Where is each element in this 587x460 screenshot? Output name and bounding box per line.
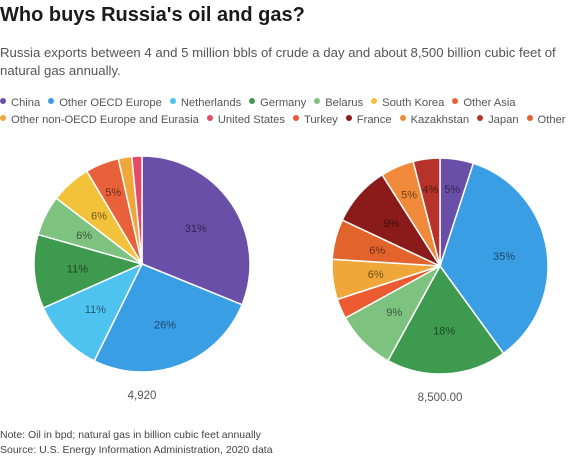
slice-label: 11% [85,304,106,316]
legend-label: Turkey [303,114,338,126]
legend-label: Japan [488,114,519,126]
slice-label: 26% [154,320,176,332]
legend-swatch [206,115,213,121]
legend-label: Belarus [325,97,364,109]
slice-label: 4% [422,184,438,196]
legend-item: Other OECD Europe [48,95,162,112]
legend-item: Kazakhstan [399,112,470,129]
legend-item: France [345,112,392,129]
slice-label: 11% [67,264,88,276]
legend-swatch [0,115,6,121]
slice-label: 9% [383,218,399,230]
slice-label: 35% [493,251,515,263]
slice-label: 31% [185,223,207,235]
legend-swatch [169,98,176,104]
slice-label: 6% [368,269,384,281]
legend-item: Other [526,112,566,129]
legend-label: Other non-OECD Europe and Eurasia [11,114,199,126]
legend-item: Other non-OECD Europe and Eurasia [0,112,199,129]
slice-label: 6% [369,245,385,257]
pie-slice [386,264,505,375]
pie-slice [141,155,251,306]
slice-label: 5% [444,184,460,196]
legend-swatch [526,115,533,121]
legend-swatch [345,115,352,121]
pie-slice [439,162,549,355]
legend-label: Other Asia [463,97,516,109]
slice-label: 5% [105,187,121,199]
legend-item: China [0,95,40,112]
legend-item: Netherlands [169,95,242,112]
slice-label: 5% [401,190,417,202]
legend-label: United States [217,114,285,126]
legend-swatch [249,98,256,104]
oil-pie-chart: 31% 26% 11% 11% 6% 6% 5% 4,920 [33,155,251,402]
legend-item: Germany [249,95,306,112]
pie-slice [93,263,243,373]
legend-label: Other [537,114,566,126]
legend-label: Netherlands [180,97,242,109]
legend-item: Belarus [314,95,363,112]
legend-item: United States [206,112,285,129]
slice-label: 9% [386,307,402,319]
legend-swatch [314,98,321,104]
legend-item: Other Asia [452,95,516,112]
slice-label: 6% [76,230,92,242]
legend-swatch [399,115,406,121]
legend-item: Turkey [292,112,338,129]
pie-slice [412,157,441,267]
pie-total-label: 8,500.00 [418,392,463,404]
legend-label: Germany [260,97,307,109]
pie-slice [33,233,145,309]
legend: China Other OECD Europe Netherlands Germany… [0,95,585,129]
legend-label: South Korea [382,97,445,109]
legend-item: Japan [477,112,519,129]
legend-swatch [371,98,378,104]
legend-swatch [48,98,55,104]
legend-label: Kazakhstan [410,114,470,126]
legend-item: South Korea [371,95,444,112]
slice-label: 6% [91,211,107,223]
legend-swatch [0,98,6,104]
slice-label: 18% [433,326,455,338]
gas-pie-chart: 5% 35% 18% 9% 6% 6% 9% 5% 4% 8,500.00 [331,157,549,404]
pie-total-label: 4,920 [128,390,157,402]
legend-label: France [356,114,392,126]
legend-swatch [452,98,459,104]
chart-title: Who buys Russia's oil and gas? [0,4,305,26]
legend-swatch [292,115,299,121]
legend-swatch [477,115,484,121]
footnote: Note: Oil in bpd; natural gas in billion… [0,429,261,441]
legend-label: China [11,97,41,109]
legend-label: Other OECD Europe [59,97,162,109]
chart-subtitle: Russia exports between 4 and 5 million b… [0,45,556,78]
source-line: Source: U.S. Energy Information Administ… [0,444,273,456]
pie-slice [130,155,143,265]
pie-slice [42,262,144,362]
